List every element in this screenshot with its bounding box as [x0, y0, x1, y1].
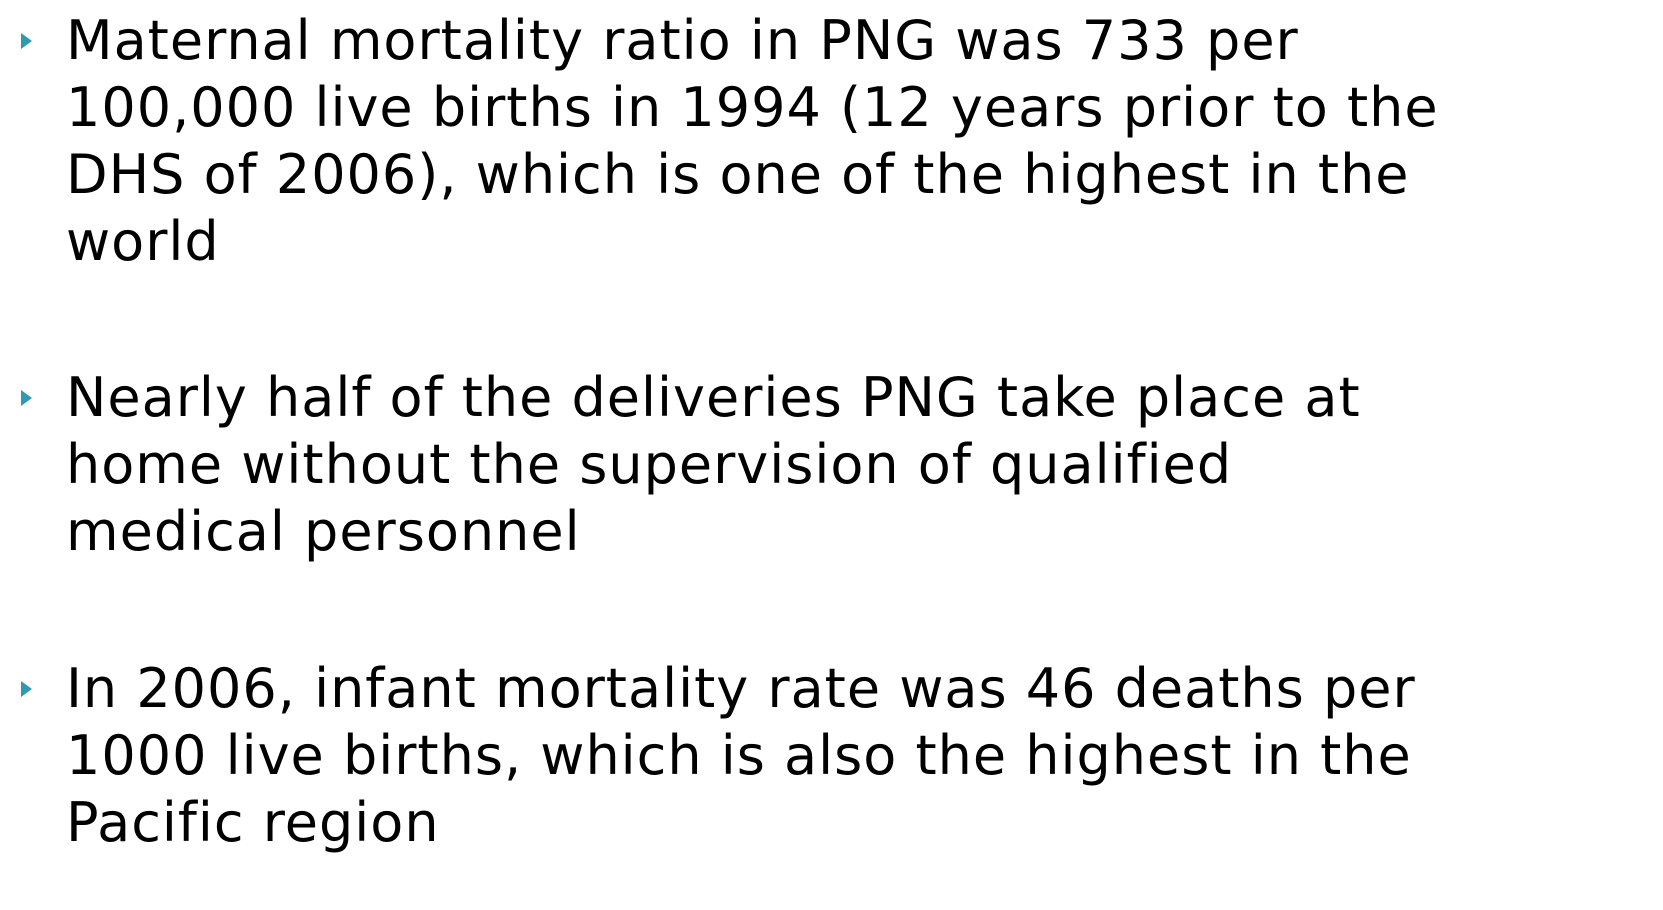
bullet-item: In 2006, infant mortality rate was 46 de…: [0, 655, 1663, 856]
bullet-text-line: In 2006, infant mortality rate was 46 de…: [66, 657, 1416, 720]
bullet-text-line: medical personnel: [66, 500, 581, 563]
bullet-marker: [21, 681, 32, 697]
bullet-triangle: [21, 33, 32, 49]
bullet-text-line: Pacific region: [66, 791, 440, 854]
bullet-text-line: Maternal mortality ratio in PNG was 733 …: [66, 9, 1299, 72]
bullet-text-line: 100,000 live births in 1994 (12 years pr…: [66, 76, 1439, 139]
bullet-item: Maternal mortality ratio in PNG was 733 …: [0, 7, 1663, 275]
bullet-text-line: Nearly half of the deliveries PNG take p…: [66, 366, 1361, 429]
bullet-triangle: [21, 390, 32, 406]
bullet-triangle: [21, 681, 32, 697]
bullet-marker: [21, 33, 32, 49]
bullet-text-line: home without the supervision of qualifie…: [66, 433, 1233, 496]
bullet-text-line: 1000 live births, which is also the high…: [66, 724, 1412, 787]
bullet-marker: [21, 390, 32, 406]
bullet-item: Nearly half of the deliveries PNG take p…: [0, 364, 1663, 565]
bullet-text-line: DHS of 2006), which is one of the highes…: [66, 143, 1410, 206]
bullet-text-line: world: [66, 210, 220, 273]
